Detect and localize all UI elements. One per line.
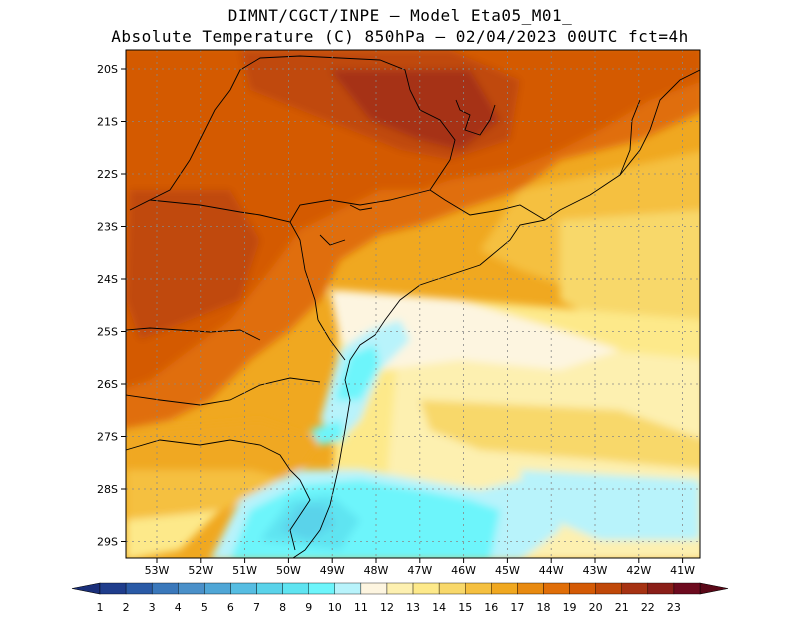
colorbar-swatch — [178, 582, 205, 595]
colorbar-label: 12 — [380, 601, 394, 614]
colorbar-swatch — [647, 582, 675, 595]
temperature-field — [126, 50, 700, 558]
colorbar-label: 17 — [510, 601, 524, 614]
latitude-labels: 20S 21S 22S 23S 24S 25S 26S 27S 28S 29S — [97, 63, 126, 549]
borders-coastline — [126, 55, 700, 558]
colorbar-label: 5 — [201, 601, 208, 614]
colorbar-swatch — [151, 582, 179, 595]
lon-tick-label: 51W — [232, 564, 257, 577]
lon-tick-label: 53W — [145, 564, 170, 577]
colorbar-swatch — [595, 582, 622, 595]
lon-tick-label: 42W — [626, 564, 651, 577]
colorbar-swatch — [125, 582, 153, 595]
lat-tick-label: 26S — [97, 378, 118, 391]
colorbar-label: 4 — [175, 601, 182, 614]
colorbar-label: 22 — [641, 601, 655, 614]
colorbar-swatch — [230, 582, 257, 595]
map-frame — [125, 49, 701, 559]
colorbar-label: 7 — [253, 601, 260, 614]
lon-tick-label: 46W — [451, 564, 476, 577]
lon-tick-label: 48W — [364, 564, 389, 577]
colorbar-label: 2 — [123, 601, 130, 614]
colorbar-swatch — [621, 582, 649, 595]
colorbar-swatch — [386, 582, 414, 595]
colorbar-swatch — [569, 582, 596, 595]
title-line-2: Absolute Temperature (C) 850hPa – 02/04/… — [111, 27, 689, 46]
lon-tick-label: 49W — [320, 564, 345, 577]
colorbar-label: 11 — [354, 601, 368, 614]
colorbar-swatch — [308, 582, 335, 595]
lon-tick-label: 41W — [670, 564, 695, 577]
colorbar-label: 9 — [305, 601, 312, 614]
colorbar-swatch — [543, 582, 570, 595]
lat-tick-label: 24S — [97, 273, 118, 286]
colorbar-low-arrow — [71, 582, 101, 595]
colorbar-swatch — [334, 582, 362, 595]
colorbar-swatch — [491, 582, 518, 595]
lat-tick-label: 27S — [97, 431, 118, 444]
colorbar: 1 2 3 4 5 6 7 8 9 10 11 12 13 14 15 16 17 18 19 20 21 22 23 — [71, 582, 729, 614]
lon-tick-label: 47W — [407, 564, 432, 577]
colorbar-swatch — [412, 582, 440, 595]
lat-tick-label: 20S — [97, 63, 118, 76]
colorbar-label: 19 — [563, 601, 577, 614]
colorbar-swatch — [360, 582, 388, 595]
lat-tick-label: 29S — [97, 536, 118, 549]
longitude-labels: 53W 52W 51W 50W 49W 48W 47W 46W 45W 44W 43W 42W 41W — [145, 558, 695, 577]
lon-tick-label: 45W — [495, 564, 520, 577]
colorbar-high-arrow — [699, 582, 729, 595]
colorbar-swatch — [204, 582, 231, 595]
colorbar-swatch — [465, 582, 492, 595]
colorbar-label: 18 — [536, 601, 550, 614]
map-grid — [126, 50, 700, 558]
colorbar-label: 16 — [484, 601, 498, 614]
lat-tick-label: 25S — [97, 326, 118, 339]
colorbar-label: 20 — [589, 601, 603, 614]
lat-tick-label: 21S — [97, 116, 118, 129]
colorbar-label: 14 — [432, 601, 446, 614]
lon-tick-label: 44W — [539, 564, 564, 577]
lat-tick-label: 28S — [97, 483, 118, 496]
colorbar-swatch — [99, 582, 127, 595]
colorbar-label: 1 — [97, 601, 104, 614]
colorbar-label: 15 — [458, 601, 472, 614]
colorbar-swatch — [256, 582, 283, 595]
lat-tick-label: 23S — [97, 221, 118, 234]
title-line-1: DIMNT/CGCT/INPE – Model Eta05_M01_ — [227, 6, 573, 25]
colorbar-label: 23 — [667, 601, 681, 614]
colorbar-label: 10 — [328, 601, 342, 614]
colorbar-label: 21 — [615, 601, 629, 614]
colorbar-label: 3 — [149, 601, 156, 614]
colorbar-label: 13 — [406, 601, 420, 614]
lon-tick-label: 50W — [276, 564, 301, 577]
colorbar-swatch — [517, 582, 544, 595]
lat-tick-label: 22S — [97, 168, 118, 181]
colorbar-swatch — [438, 582, 466, 595]
colorbar-label: 8 — [279, 601, 286, 614]
colorbar-swatch — [673, 582, 701, 595]
lon-tick-label: 52W — [188, 564, 213, 577]
lon-tick-label: 43W — [583, 564, 608, 577]
colorbar-swatch — [282, 582, 309, 595]
colorbar-label: 6 — [227, 601, 234, 614]
